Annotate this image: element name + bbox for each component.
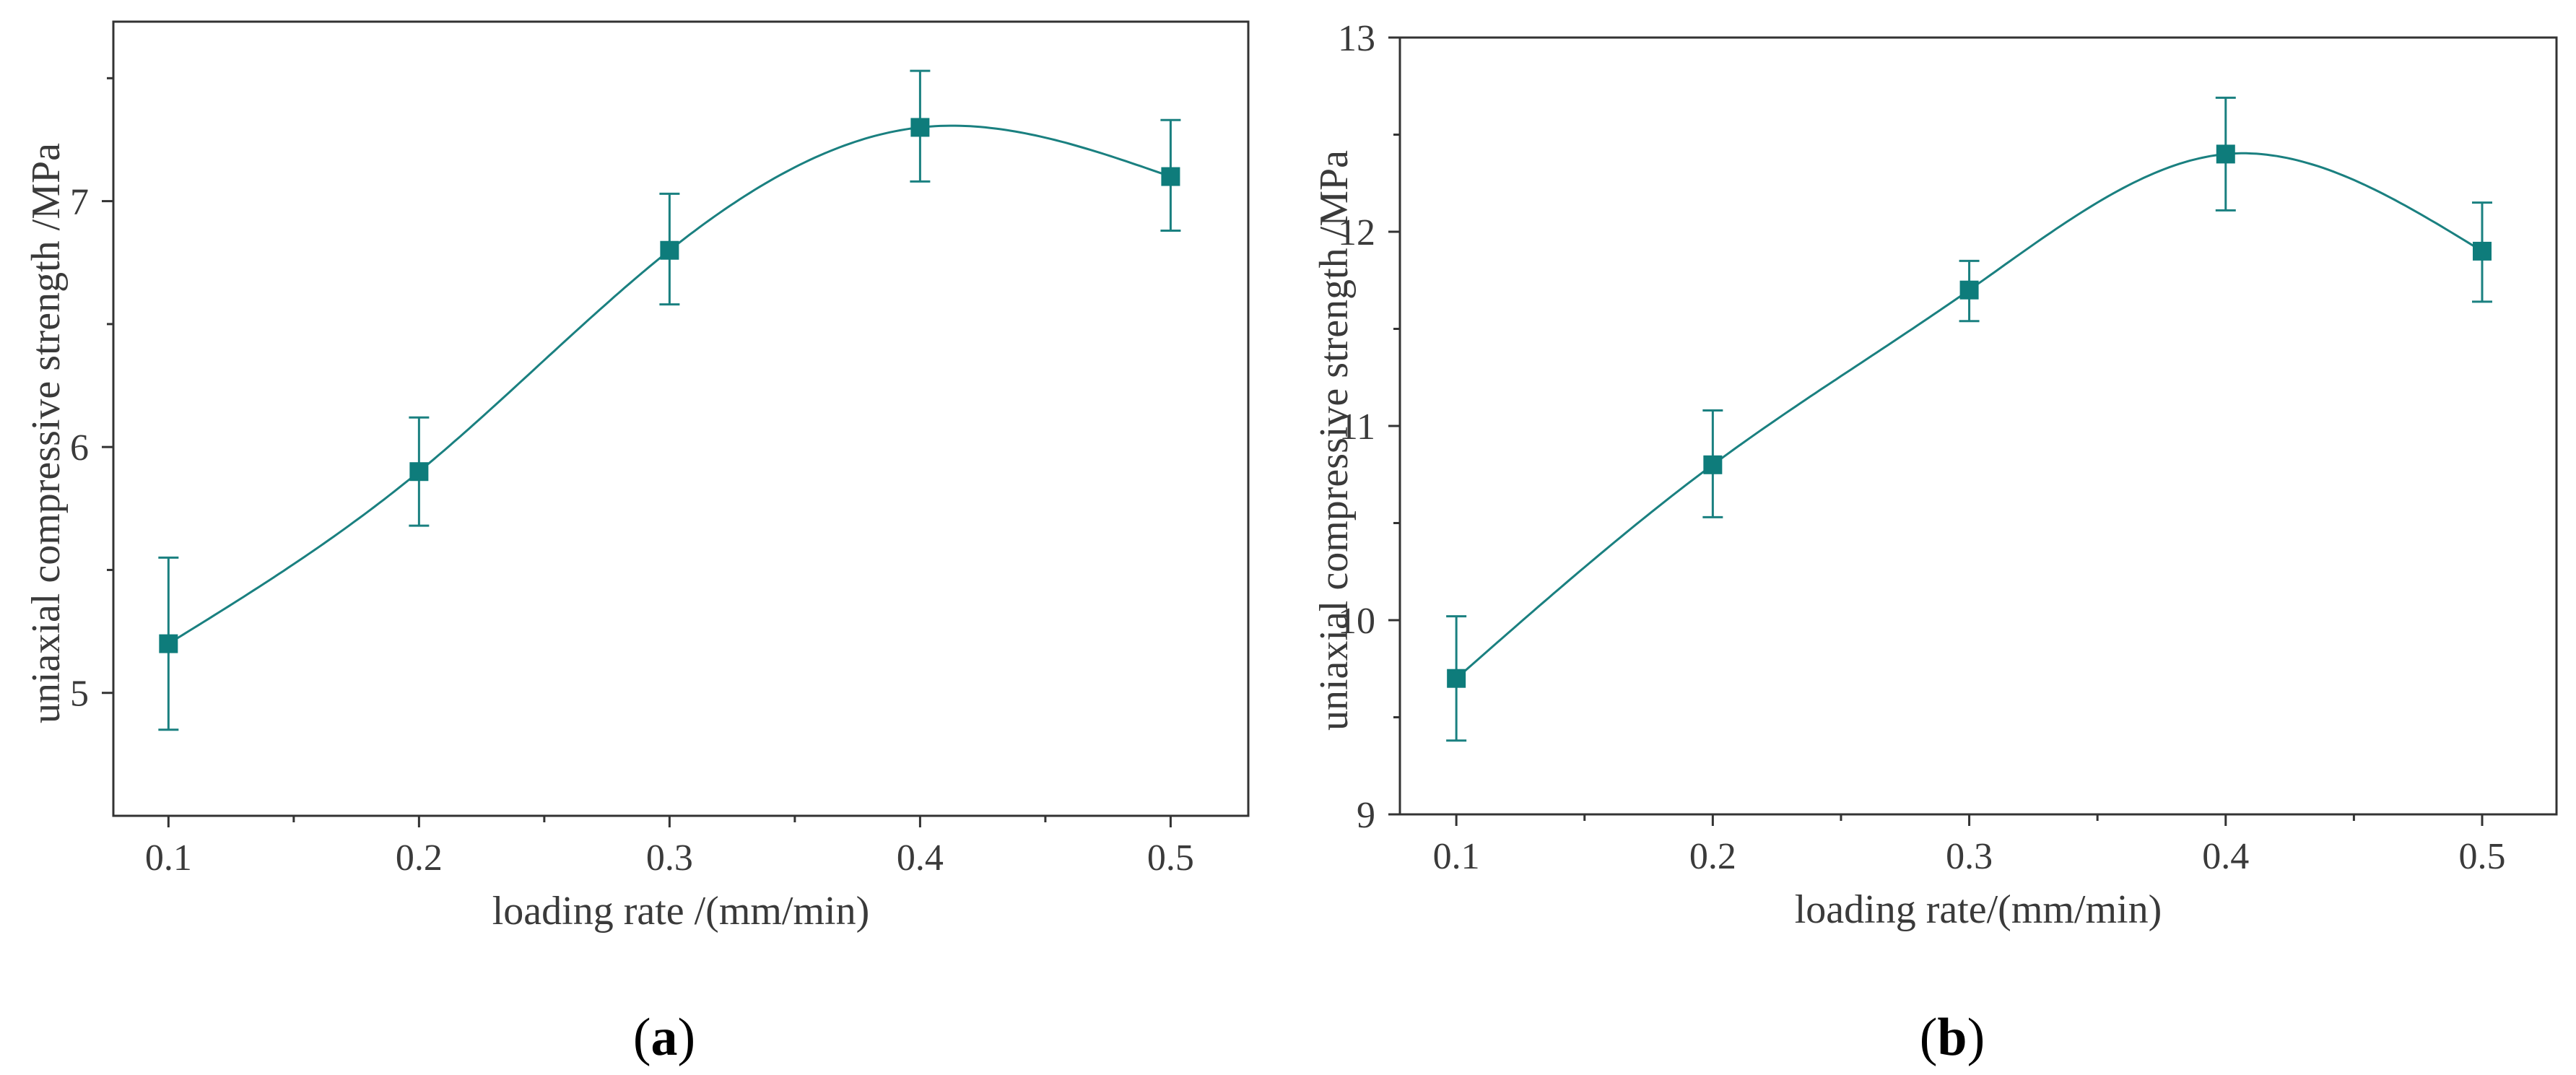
chart-a: 0.1 0.2 0.3 0.4 0.5 5 6 7 loading rate /(mm/min)… (24, 20, 1250, 933)
x-tick-label: 0.1 (1433, 836, 1480, 877)
y-tick-label: 13 (1338, 18, 1375, 59)
panel-label-a: (a) (632, 1008, 696, 1067)
x-tick-label: 0.2 (396, 837, 443, 879)
x-tick-label: 0.2 (1689, 836, 1736, 877)
data-point (1959, 280, 1979, 300)
data-point (2216, 144, 2235, 164)
y-tick-label: 6 (70, 427, 89, 469)
data-point (159, 634, 178, 653)
y-tick-label: 12 (1338, 212, 1375, 253)
data-point (1447, 669, 1466, 688)
data-point (1703, 455, 1723, 474)
x-tick-label: 0.5 (2458, 836, 2505, 877)
x-tick-label: 0.4 (2202, 836, 2249, 877)
data-point (1161, 167, 1180, 186)
y-tick-label: 9 (1357, 795, 1375, 836)
x-tick-label: 0.5 (1147, 837, 1194, 879)
chart-b: 0.1 0.2 0.3 0.4 0.5 9 10 11 12 13 loading rate/(mm… (1312, 18, 2558, 932)
x-tick-label: 0.4 (897, 837, 944, 879)
y-tick-label: 10 (1338, 601, 1375, 642)
data-point (2472, 241, 2492, 261)
data-point (910, 118, 930, 137)
panel-label-b: (b) (1919, 1008, 1985, 1067)
x-tick-label: 0.3 (1946, 836, 1993, 877)
data-point (409, 462, 429, 482)
x-axis-label: loading rate /(mm/min) (492, 889, 870, 933)
x-axis-label: loading rate/(mm/min) (1795, 887, 2162, 932)
plot-frame (112, 20, 1250, 817)
x-tick-label: 0.3 (646, 837, 693, 879)
y-axis-label: uniaxial compressive strength /MPa (24, 143, 69, 723)
y-tick-label: 7 (70, 182, 89, 223)
chart-panel-a: 0.1 0.2 0.3 0.4 0.5 5 6 7 loading rate /(mm/min)… (0, 0, 1288, 1071)
y-tick-label: 11 (1339, 406, 1375, 448)
chart-panel-b: 0.1 0.2 0.3 0.4 0.5 9 10 11 12 13 loading rate/(mm… (1288, 0, 2576, 1071)
data-point (660, 240, 679, 260)
y-axis-label: uniaxial compressive strength /MPa (1312, 150, 1357, 731)
x-tick-label: 0.1 (145, 837, 192, 879)
y-tick-label: 5 (70, 674, 89, 715)
plot-frame (1398, 36, 2558, 816)
series-line (1455, 152, 2483, 679)
